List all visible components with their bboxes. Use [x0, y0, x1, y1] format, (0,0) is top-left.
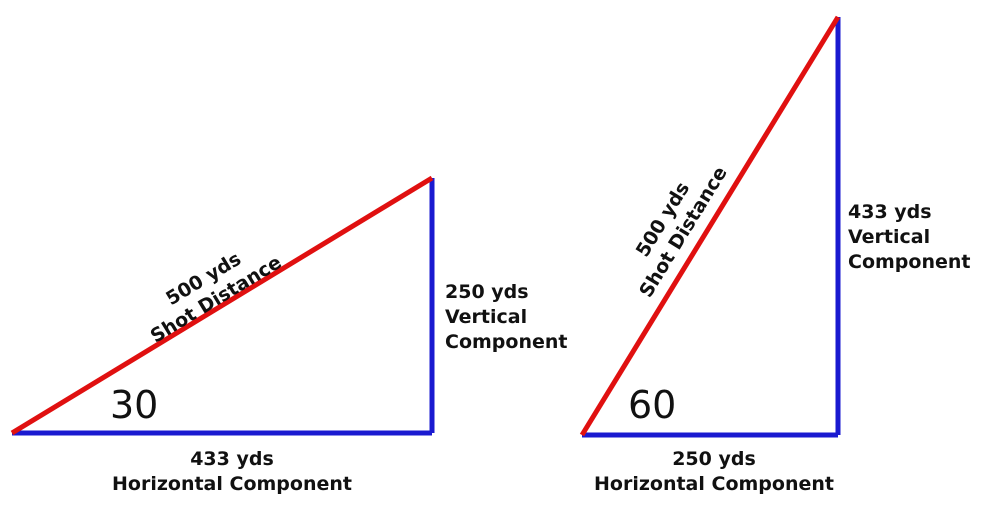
horizontal-caption: Horizontal Component — [112, 473, 352, 495]
horizontal-length: 250 yds — [672, 448, 756, 470]
vertical-caption: Vertical — [445, 306, 527, 328]
triangle-30: 30 500 yds Shot Distance 250 yds Vertica… — [10, 175, 567, 495]
hypotenuse — [579, 15, 841, 437]
triangle-60: 60 500 yds Shot Distance 433 yds Vertica… — [579, 15, 970, 495]
vertical-caption: Vertical — [848, 226, 930, 248]
angle-label: 60 — [628, 383, 676, 427]
horizontal-length: 433 yds — [190, 448, 274, 470]
horizontal-caption: Horizontal Component — [594, 473, 834, 495]
vertical-length: 433 yds — [848, 201, 932, 223]
hypotenuse-label: 500 yds Shot Distance — [632, 163, 732, 302]
vertical-caption: Component — [445, 331, 567, 353]
vertical-caption: Component — [848, 251, 970, 273]
hypotenuse — [10, 175, 434, 436]
vertical-length: 250 yds — [445, 281, 529, 303]
hypotenuse-label: 500 yds Shot Distance — [147, 248, 286, 348]
angle-label: 30 — [110, 383, 158, 427]
